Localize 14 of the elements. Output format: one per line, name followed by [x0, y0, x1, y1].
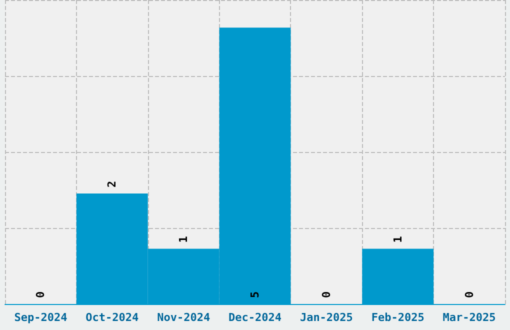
x-tick-label: Sep-2024: [14, 311, 68, 324]
x-tick-label: Oct-2024: [86, 311, 140, 324]
data-label: 1: [391, 236, 404, 243]
x-tick-label: Nov-2024: [157, 311, 210, 324]
data-label: 0: [320, 291, 333, 298]
x-tick-label: Jan-2025: [300, 311, 353, 324]
x-tick-label: Feb-2025: [371, 311, 424, 324]
x-tick-label: Dec-2024: [228, 311, 282, 324]
x-tick-label: Mar-2025: [442, 311, 496, 324]
data-label: 2: [106, 180, 119, 188]
data-label: 0: [34, 291, 48, 298]
data-label: 1: [177, 236, 190, 243]
data-label: 0: [462, 291, 476, 298]
data-label: 5: [248, 291, 262, 298]
